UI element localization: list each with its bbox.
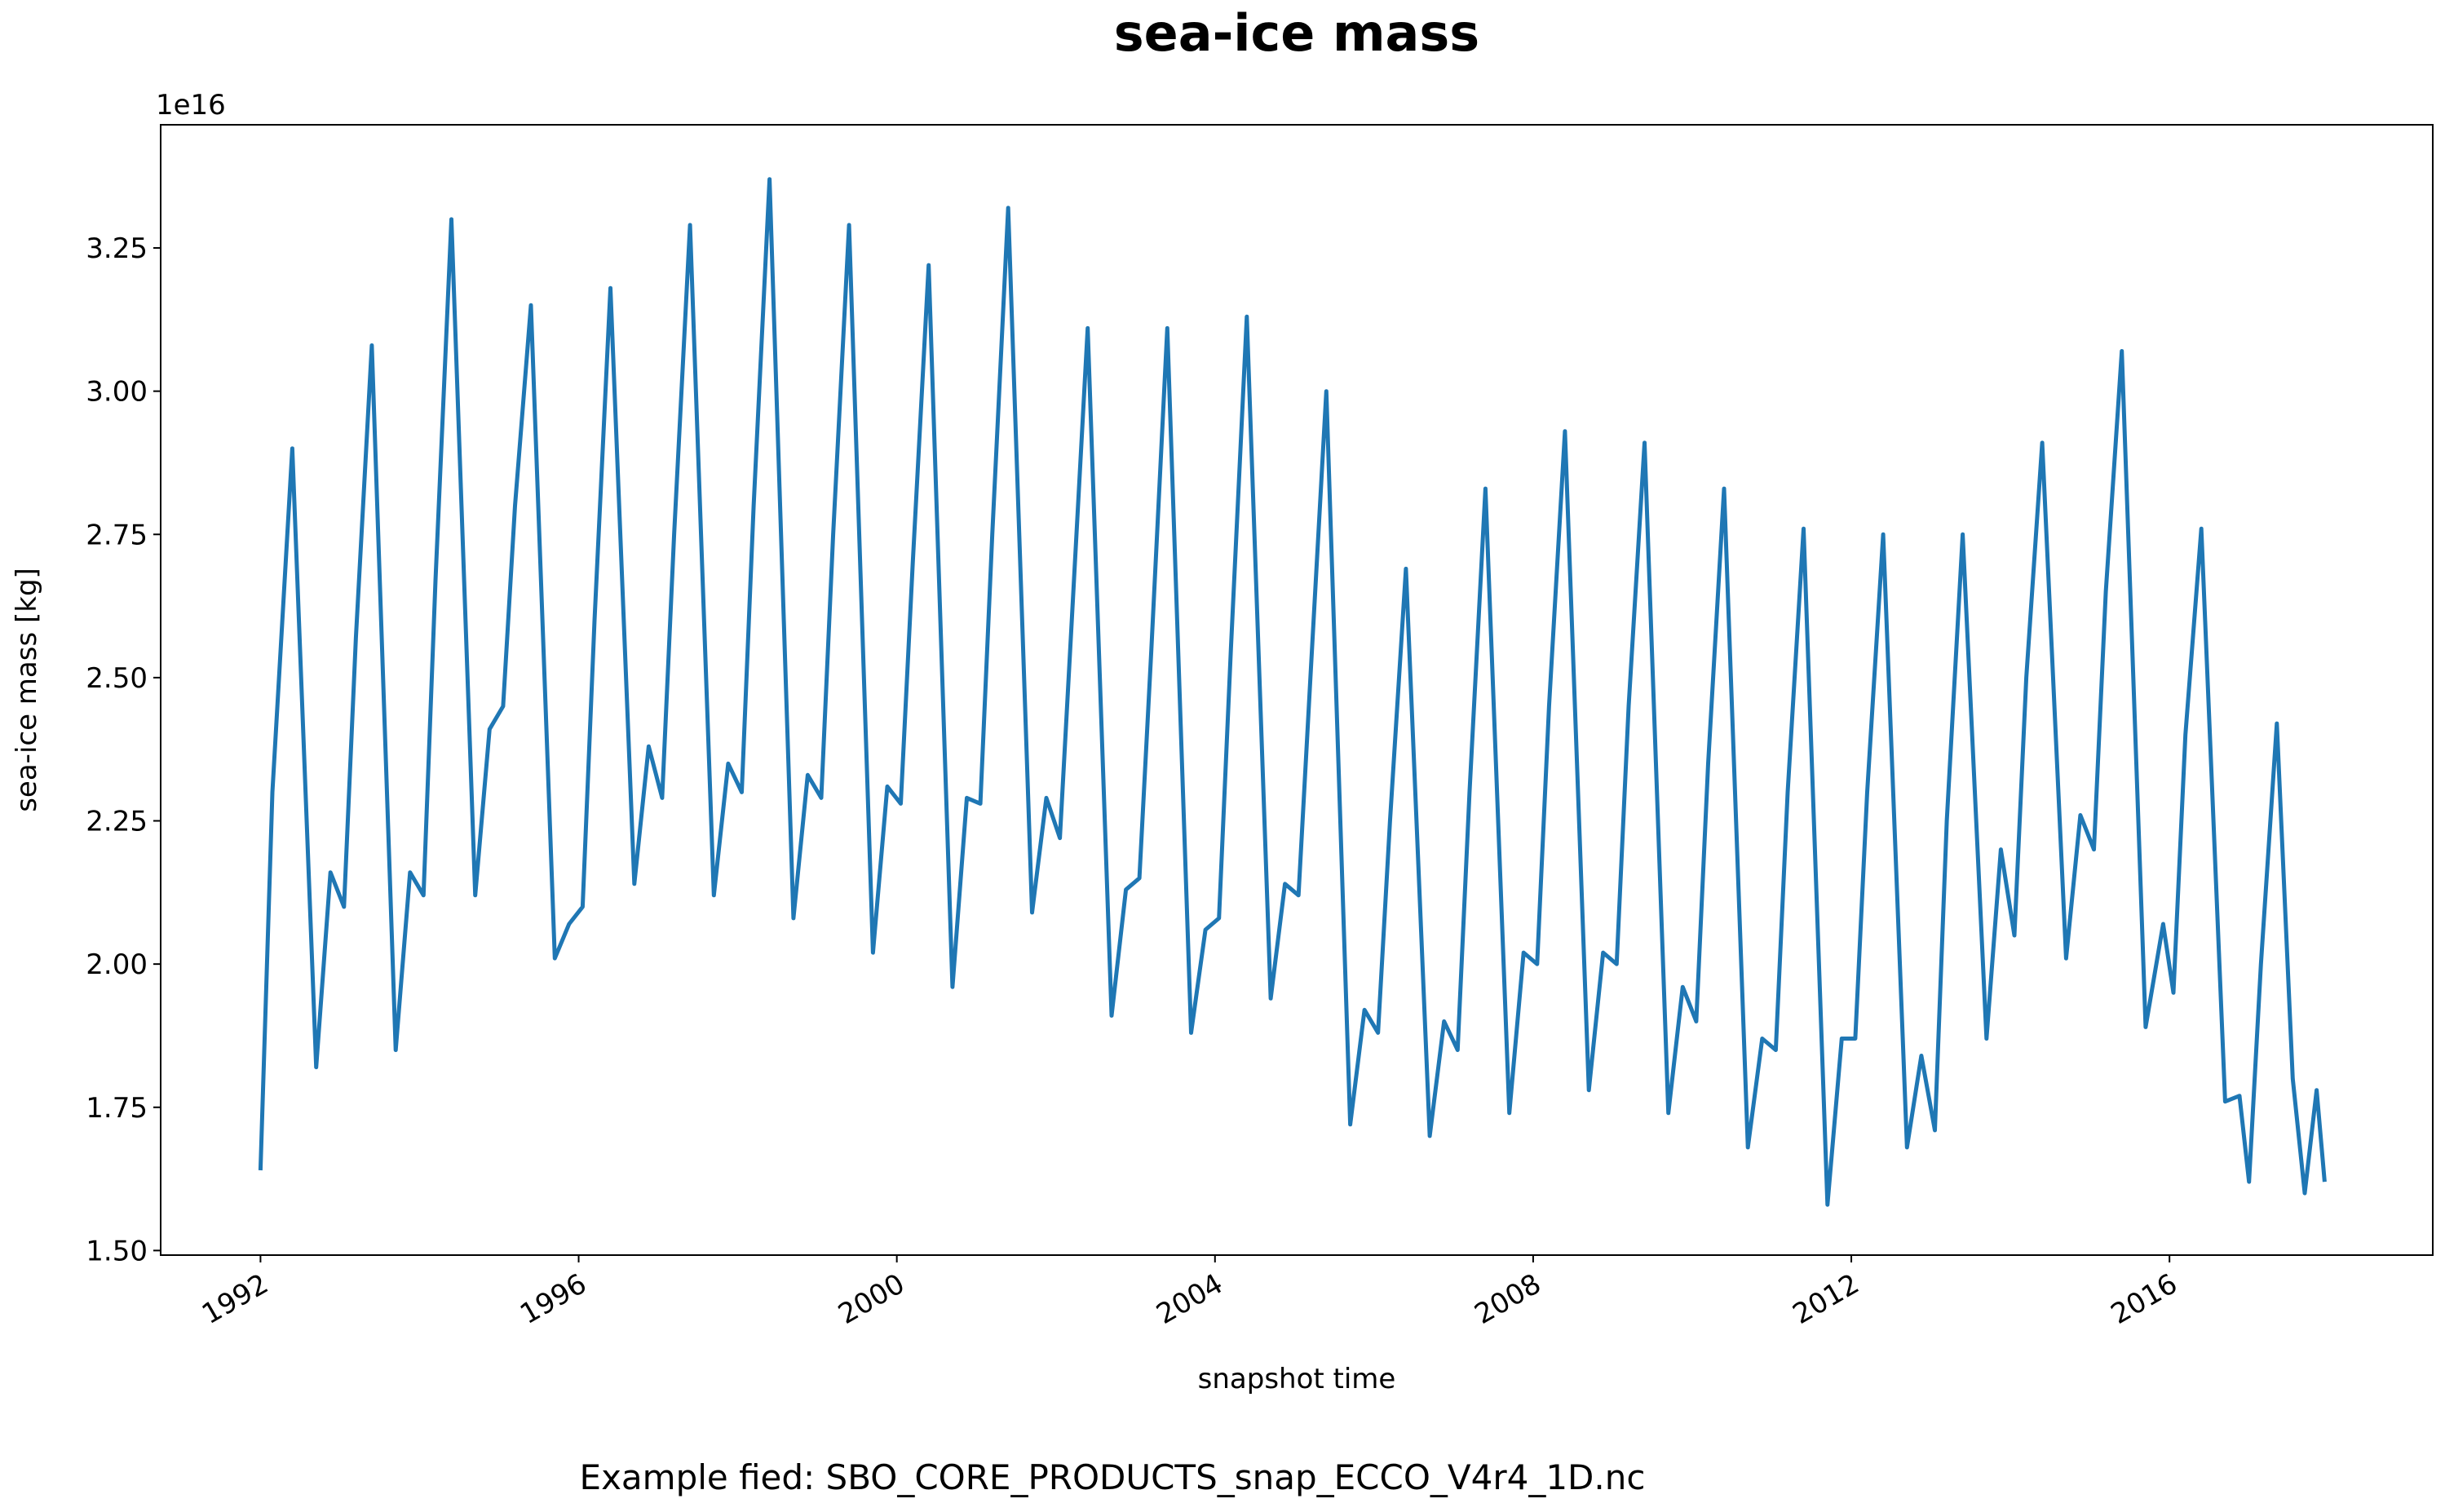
y-tick-label: 3.25: [86, 232, 148, 265]
y-tick-label: 1.50: [86, 1235, 148, 1267]
x-tick-label: 2008: [1469, 1267, 1546, 1331]
y-tick-label: 2.50: [86, 662, 148, 695]
y-axis-label: sea-ice mass [kg]: [11, 568, 43, 812]
y-tick-label: 1.75: [86, 1092, 148, 1125]
x-tick-label: 2016: [2106, 1267, 2183, 1331]
y-offset-label: 1e16: [156, 89, 226, 122]
y-tick-label: 2.25: [86, 806, 148, 838]
y-tick-label: 2.75: [86, 519, 148, 551]
x-tick-label: 2012: [1788, 1267, 1865, 1331]
x-axis-label: snapshot time: [1198, 1363, 1396, 1395]
x-tick-label: 2000: [833, 1267, 910, 1331]
data-line: [258, 177, 2327, 1207]
plot-frame: [160, 124, 2434, 1256]
y-tick-label: 3.00: [86, 376, 148, 409]
chart-title: sea-ice mass: [1114, 3, 1479, 63]
x-tick-label: 1992: [197, 1267, 274, 1331]
x-tick-label: 2004: [1151, 1267, 1228, 1331]
caption: Example fied: SBO_CORE_PRODUCTS_snap_ECC…: [580, 1457, 1646, 1497]
y-tick-label: 2.00: [86, 948, 148, 981]
x-tick-label: 1996: [515, 1267, 592, 1331]
